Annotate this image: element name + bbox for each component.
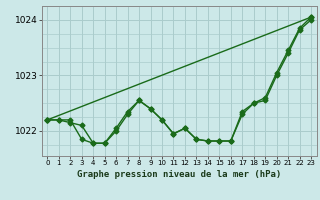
X-axis label: Graphe pression niveau de la mer (hPa): Graphe pression niveau de la mer (hPa) — [77, 170, 281, 179]
